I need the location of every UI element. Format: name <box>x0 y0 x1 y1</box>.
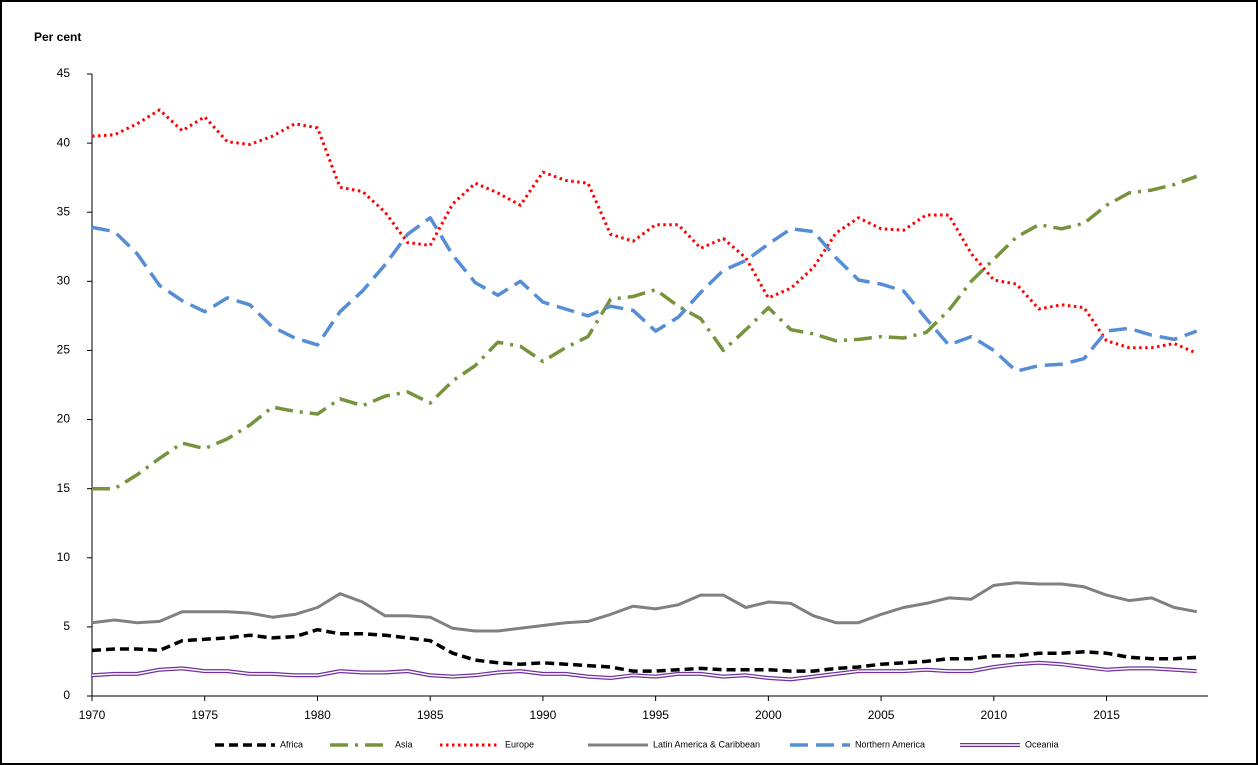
x-tick-label: 1970 <box>79 708 106 722</box>
legend-label: Africa <box>280 739 303 749</box>
line-series-inner <box>91 662 1197 681</box>
y-tick-label: 15 <box>57 481 71 495</box>
line-series <box>92 174 1198 491</box>
legend-label: Latin America & Caribbean <box>653 739 760 749</box>
y-tick-label: 0 <box>63 688 70 702</box>
line-series <box>91 627 1197 673</box>
y-tick-label: 20 <box>57 412 71 426</box>
y-tick-label: 25 <box>57 343 71 357</box>
x-tick-label: 1980 <box>304 708 331 722</box>
x-tick-label: 1985 <box>417 708 444 722</box>
x-tick-label: 1995 <box>642 708 669 722</box>
legend-label: Asia <box>395 739 413 749</box>
line-series <box>91 581 1197 633</box>
x-tick-label: 2000 <box>755 708 782 722</box>
x-tick-label: 2010 <box>980 708 1007 722</box>
y-tick-label: 5 <box>63 619 70 633</box>
y-axis-label: Per cent <box>34 30 81 44</box>
y-tick-label: 35 <box>57 204 71 218</box>
y-tick-label: 40 <box>57 135 71 149</box>
x-tick-label: 2005 <box>868 708 895 722</box>
y-tick-label: 30 <box>57 274 71 288</box>
line-series <box>91 216 1198 373</box>
line-series <box>91 108 1198 355</box>
legend-label: Northern America <box>855 739 925 749</box>
x-tick-label: 2015 <box>1093 708 1120 722</box>
x-tick-label: 1990 <box>530 708 557 722</box>
legend-label: Europe <box>505 739 534 749</box>
x-tick-label: 1975 <box>191 708 218 722</box>
legend-label: Oceania <box>1025 739 1059 749</box>
y-tick-label: 10 <box>57 550 71 564</box>
y-tick-label: 45 <box>57 66 71 80</box>
